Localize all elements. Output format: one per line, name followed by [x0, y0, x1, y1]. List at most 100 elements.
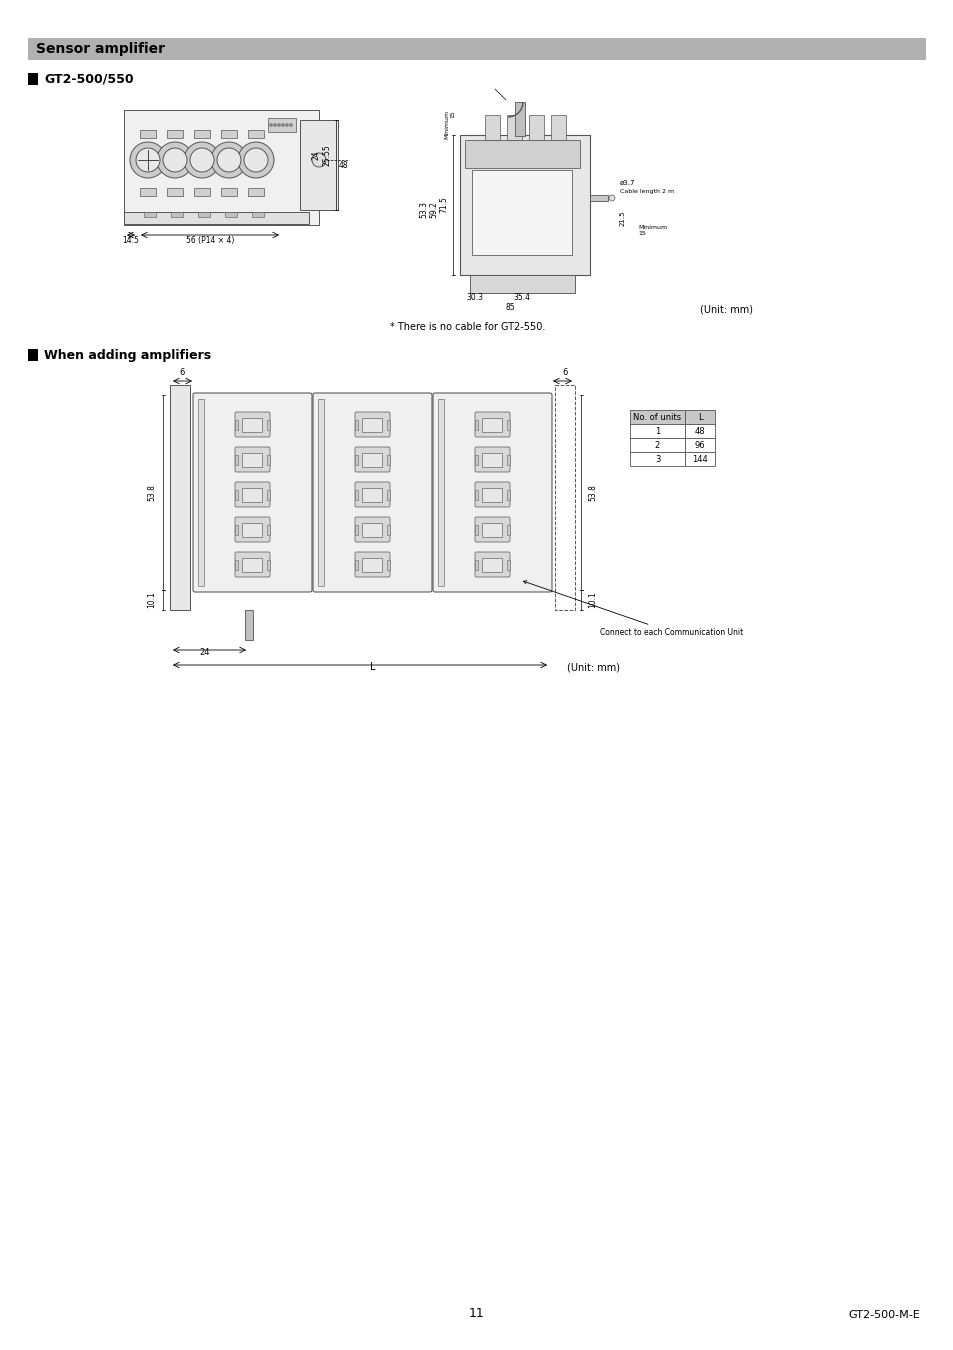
FancyBboxPatch shape [475, 482, 510, 508]
Bar [167, 130, 183, 138]
Bar [193, 130, 210, 138]
Text: 21.5: 21.5 [619, 211, 625, 225]
Text: 3: 3 [654, 455, 659, 463]
Circle shape [270, 124, 272, 126]
Circle shape [286, 124, 288, 126]
Bar [235, 559, 238, 570]
Bar [355, 490, 358, 500]
Circle shape [130, 142, 166, 178]
Bar [124, 109, 318, 225]
Text: 10.1: 10.1 [147, 591, 156, 609]
Bar [362, 558, 382, 571]
Bar [242, 487, 262, 501]
FancyBboxPatch shape [475, 517, 510, 541]
Bar [242, 452, 262, 467]
Bar [515, 103, 524, 136]
FancyBboxPatch shape [313, 393, 432, 593]
Bar [267, 525, 271, 535]
Text: 11: 11 [469, 1307, 484, 1320]
Bar [140, 130, 156, 138]
Circle shape [237, 142, 274, 178]
Text: 59.2: 59.2 [429, 201, 437, 219]
Bar [475, 525, 478, 535]
Bar [221, 188, 236, 196]
FancyBboxPatch shape [234, 517, 270, 541]
Bar [629, 437, 684, 452]
Bar [362, 417, 382, 432]
Text: 85: 85 [505, 302, 515, 312]
Bar [225, 212, 236, 217]
Bar [475, 420, 478, 429]
Bar [355, 525, 358, 535]
Bar [482, 452, 502, 467]
Bar [529, 115, 543, 140]
Bar [629, 452, 684, 466]
Bar [387, 455, 390, 464]
Text: Cable length 2 m: Cable length 2 m [619, 189, 674, 194]
Circle shape [274, 124, 276, 126]
Circle shape [157, 142, 193, 178]
FancyBboxPatch shape [193, 393, 312, 593]
Bar [248, 188, 264, 196]
Bar [589, 194, 607, 201]
Bar [198, 400, 204, 586]
Text: 25.55: 25.55 [323, 144, 332, 166]
Text: * There is no cable for GT2-550.: * There is no cable for GT2-550. [390, 323, 545, 332]
Bar [140, 188, 156, 196]
Circle shape [136, 148, 160, 171]
Bar [459, 135, 589, 275]
Bar [362, 452, 382, 467]
Bar [170, 385, 190, 610]
Text: (Unit: mm): (Unit: mm) [700, 304, 752, 315]
Text: 2: 2 [654, 440, 659, 450]
Bar [317, 400, 324, 586]
Bar [221, 130, 236, 138]
Bar [144, 212, 156, 217]
FancyBboxPatch shape [234, 552, 270, 576]
Bar [242, 558, 262, 571]
Bar [555, 385, 575, 610]
Text: GT2-500/550: GT2-500/550 [44, 73, 133, 85]
FancyBboxPatch shape [234, 482, 270, 508]
Bar [684, 452, 714, 466]
Bar [464, 140, 579, 167]
Text: (Unit: mm): (Unit: mm) [566, 662, 619, 672]
Circle shape [277, 124, 280, 126]
FancyBboxPatch shape [355, 412, 390, 437]
Text: When adding amplifiers: When adding amplifiers [44, 348, 211, 362]
Text: ø3.7: ø3.7 [619, 180, 635, 186]
Bar [507, 455, 510, 464]
Circle shape [211, 142, 247, 178]
Bar [506, 115, 521, 140]
Text: 10.1: 10.1 [587, 591, 597, 609]
FancyBboxPatch shape [234, 447, 270, 472]
Bar [124, 212, 309, 224]
Bar [387, 525, 390, 535]
FancyBboxPatch shape [355, 552, 390, 576]
Text: L: L [370, 662, 375, 672]
Bar [472, 170, 572, 255]
Bar [507, 559, 510, 570]
Circle shape [216, 148, 241, 171]
Text: 96: 96 [694, 440, 704, 450]
Bar [167, 188, 183, 196]
Text: 24: 24 [312, 150, 320, 159]
Text: 30.3: 30.3 [466, 293, 483, 302]
FancyBboxPatch shape [234, 412, 270, 437]
Text: L: L [697, 413, 701, 421]
Text: 144: 144 [691, 455, 707, 463]
Text: 35.4: 35.4 [513, 293, 530, 302]
Bar [355, 455, 358, 464]
Text: 53.8: 53.8 [587, 485, 597, 501]
Text: 71.5: 71.5 [438, 197, 448, 213]
FancyBboxPatch shape [355, 517, 390, 541]
Bar [268, 117, 295, 132]
Bar [235, 455, 238, 464]
Text: 56 (P14 × 4): 56 (P14 × 4) [186, 236, 233, 244]
Bar [355, 420, 358, 429]
Circle shape [281, 124, 284, 126]
Text: 6: 6 [561, 369, 567, 377]
Bar [484, 115, 499, 140]
FancyBboxPatch shape [355, 482, 390, 508]
Text: 1: 1 [654, 427, 659, 436]
